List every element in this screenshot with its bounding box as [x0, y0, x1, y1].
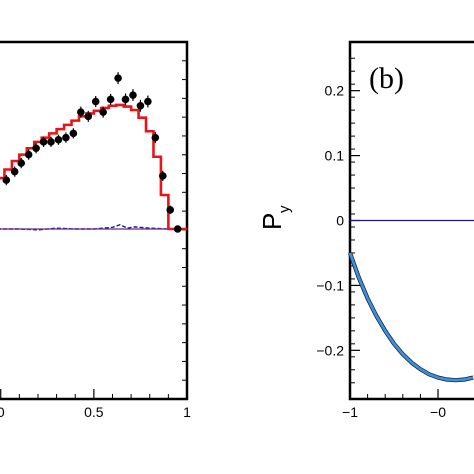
panel-a-data-point	[158, 172, 167, 180]
panel-a: 0 0.5 1	[0, 40, 191, 420]
panel-a-x-tick-label: 1	[183, 404, 191, 420]
panel-b-x-tick-label: −1	[342, 404, 358, 420]
panel-a-data-point	[54, 135, 63, 144]
panel-b-y-tick-labels: 0.2 0.1 0 −0.1 −0.2	[316, 83, 344, 359]
panel-a-data-point	[129, 91, 137, 99]
panel-a-x-tick-label: 0	[0, 404, 5, 420]
panel-a-data-point	[17, 159, 26, 167]
panel-a-frame	[0, 40, 189, 401]
panel-b-label: (b)	[369, 62, 404, 95]
panel-a-data-point	[84, 112, 93, 121]
panel-a-data-point	[114, 74, 122, 82]
panel-b-y-tick-label: −0.2	[316, 342, 344, 358]
panel-b-y-tick-label: −0.1	[316, 277, 344, 293]
panel-a-model-step-line	[0, 103, 187, 231]
panel-a-data-point	[32, 144, 40, 153]
panel-a-x-tick-label: 0.5	[84, 404, 104, 420]
panel-a-data-point	[144, 97, 152, 106]
panel-a-x-tick-labels: 0 0.5 1	[0, 404, 191, 420]
panel-b-y-tick-label: 0.2	[325, 83, 345, 99]
panel-a-data-point	[62, 133, 70, 142]
panel-b-curve-line	[348, 252, 474, 382]
panel-b-x-tick-labels: −1 −0	[342, 404, 446, 420]
panel-a-data-point	[24, 150, 33, 159]
panel-a-data-point	[91, 97, 100, 106]
panel-a-data-point	[77, 108, 85, 116]
panel-b-y-axis-title: P y	[257, 205, 293, 230]
panel-b: 0.2 0.1 0 −0.1 −0.2 −1 −0 (b) P y	[257, 40, 474, 420]
panel-a-tick-marks	[0, 60, 188, 399]
panel-a-background-series	[0, 223, 187, 231]
panel-b-tick-marks	[349, 57, 439, 399]
panel-b-y-axis-title-main: P	[257, 213, 287, 230]
panel-a-data-points	[2, 72, 182, 233]
panel-b-y-tick-label: 0	[336, 213, 344, 229]
panel-b-x-tick-label: −0	[430, 404, 446, 420]
panel-a-data-point	[106, 95, 115, 104]
panel-b-curve	[348, 252, 474, 383]
panel-b-y-tick-label: 0.1	[325, 148, 345, 164]
panel-a-data-point	[69, 129, 78, 138]
panel-a-data-point	[136, 101, 145, 110]
panel-a-data-point	[99, 108, 107, 116]
panel-a-data-point	[10, 167, 19, 176]
panel-a-background-line	[0, 223, 176, 231]
panel-a-model-histogram	[0, 103, 187, 231]
panel-a-data-point	[166, 206, 175, 214]
panel-a-data-point	[173, 225, 182, 233]
panel-b-y-axis-title-sub: y	[276, 205, 293, 213]
panel-a-data-point	[121, 95, 130, 104]
panel-a-data-point	[2, 176, 11, 184]
panel-a-data-point	[39, 138, 48, 146]
panel-a-data-point	[151, 133, 160, 142]
panel-a-data-point	[47, 138, 55, 146]
